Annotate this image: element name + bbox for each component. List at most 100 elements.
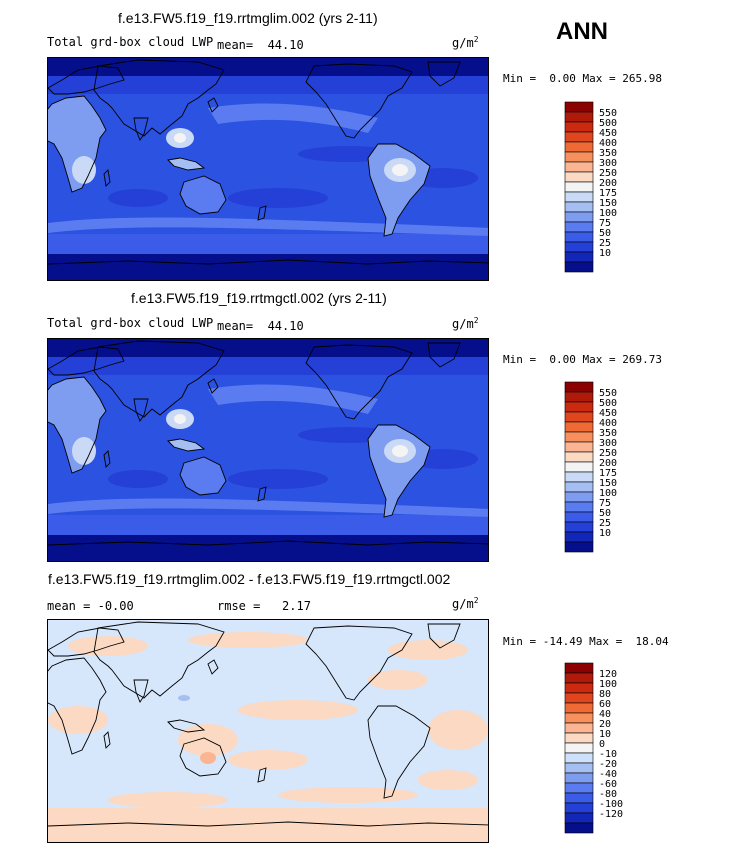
coastline — [48, 259, 488, 265]
coastline — [48, 627, 125, 657]
panel2-title: f.e13.FW5.f19_f19.rrtmgctl.002 (yrs 2-11… — [131, 290, 387, 306]
colorbar-label: 500 — [599, 398, 617, 409]
low-lwp-region — [108, 189, 168, 207]
panel1-colorbar: 550 500 450 400 350 300 250 200 175 150 100 75 50 25 1… — [564, 101, 617, 274]
colorbar-label: 250 — [599, 168, 617, 179]
colorbar-box — [564, 531, 594, 543]
coastline — [305, 344, 413, 420]
positive-difference-region — [228, 750, 308, 770]
coastline — [93, 340, 225, 418]
coastline — [48, 346, 125, 376]
colorbar-label: 0 — [599, 739, 605, 750]
colorbar-box — [564, 141, 594, 153]
colorbar-box — [564, 742, 594, 754]
panel3-colorbar: 120 100 80 60 40 20 10 0 -10 -20 -40 -60 -80 -100 -120 — [564, 662, 623, 835]
colorbar-label: 100 — [599, 679, 617, 690]
coastline — [305, 625, 413, 701]
storm-track — [208, 384, 378, 414]
colorbar-label: 80 — [599, 689, 611, 700]
coastline — [48, 540, 488, 546]
positive-difference-region — [428, 710, 488, 750]
australia-shading — [180, 176, 226, 214]
colorbar-box — [564, 541, 594, 553]
colorbar-box — [564, 682, 594, 694]
colorbar-box — [564, 391, 594, 403]
high-latitude-band — [48, 58, 488, 76]
coastline — [257, 486, 267, 502]
colorbar-label: 500 — [599, 118, 617, 129]
colorbar-label: -60 — [599, 779, 617, 790]
colorbar-label: 40 — [599, 709, 611, 720]
colorbar-box — [564, 421, 594, 433]
australia-shading — [180, 457, 226, 495]
coastline — [367, 424, 431, 518]
colorbar-label: 50 — [599, 508, 611, 519]
positive-difference-region — [238, 700, 358, 720]
coastline — [167, 157, 206, 171]
colorbar-label: 550 — [599, 108, 617, 119]
colorbar-label: 200 — [599, 178, 617, 189]
positive-difference-region — [200, 752, 216, 764]
coastline — [133, 679, 149, 703]
positive-difference-region — [368, 670, 428, 690]
coastline — [103, 450, 111, 468]
colorbar-box — [564, 772, 594, 784]
panel1-variable: Total grd-box cloud LWP — [47, 35, 214, 49]
positive-difference-region — [278, 787, 418, 803]
colorbar-label: 150 — [599, 478, 617, 489]
low-lwp-region — [228, 188, 328, 208]
colorbar-label: 450 — [599, 408, 617, 419]
colorbar-box — [564, 101, 594, 113]
positive-difference-region — [108, 792, 228, 808]
high-lwp-region — [72, 437, 96, 465]
colorbar-box — [564, 231, 594, 243]
colorbar-label: 150 — [599, 198, 617, 209]
storm-track — [208, 103, 378, 133]
antarctic-band — [48, 254, 488, 280]
panel2-mean: mean= 44.10 — [217, 319, 304, 333]
colorbar-box — [564, 692, 594, 704]
colorbar-label: -20 — [599, 759, 617, 770]
high-latitude-band — [48, 76, 488, 94]
colorbar-label: -40 — [599, 769, 617, 780]
coastline — [207, 97, 219, 113]
coastline — [133, 398, 149, 422]
positive-difference-region — [48, 808, 488, 842]
high-lwp-region — [392, 445, 408, 457]
colorbar-label: 10 — [599, 528, 611, 539]
colorbar-box — [564, 191, 594, 203]
colorbar-box — [564, 461, 594, 473]
positive-difference-region — [68, 636, 148, 656]
colorbar-box — [564, 662, 594, 674]
colorbar-label: 250 — [599, 448, 617, 459]
colorbar-box — [564, 732, 594, 744]
coastline — [367, 143, 431, 237]
coastline — [48, 821, 488, 827]
colorbar-box — [564, 401, 594, 413]
colorbar-label: 10 — [599, 248, 611, 259]
coastline — [367, 705, 431, 799]
colorbar-label: 550 — [599, 388, 617, 399]
colorbar-label: 60 — [599, 699, 611, 710]
colorbar-label: 300 — [599, 158, 617, 169]
high-latitude-band — [48, 357, 488, 375]
coastline — [133, 117, 149, 141]
panel1-map — [47, 57, 489, 281]
high-lwp-region — [72, 156, 96, 184]
colorbar-label: 400 — [599, 418, 617, 429]
colorbar-label: 25 — [599, 518, 611, 529]
coastline — [103, 169, 111, 187]
high-lwp-region — [392, 164, 408, 176]
colorbar-label: -80 — [599, 789, 617, 800]
panel3-mean: mean = -0.00 — [47, 599, 134, 613]
colorbar-box — [564, 501, 594, 513]
colorbar-box — [564, 812, 594, 824]
colorbar-box — [564, 762, 594, 774]
high-lwp-region — [174, 414, 186, 424]
colorbar-box — [564, 411, 594, 423]
colorbar-box — [564, 822, 594, 834]
colorbar-label: -10 — [599, 749, 617, 760]
coastline — [179, 737, 227, 777]
colorbar-box — [564, 441, 594, 453]
colorbar-box — [564, 161, 594, 173]
